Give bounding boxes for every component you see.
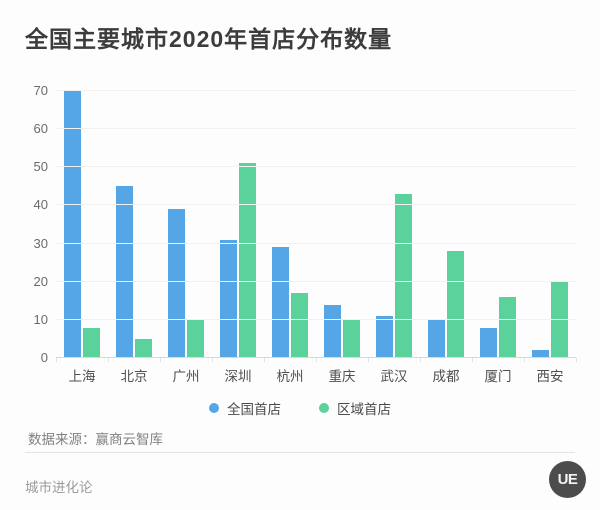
x-axis-tick <box>420 358 421 362</box>
x-axis-label: 重庆 <box>328 369 356 384</box>
bar-series2-cat2 <box>135 338 152 358</box>
bar-series2-cat6 <box>343 319 360 358</box>
x-axis-tick <box>472 358 473 362</box>
bar-series1-cat1 <box>64 91 81 358</box>
y-tick-label: 20 <box>33 273 48 289</box>
x-axis-tick <box>160 358 161 362</box>
bar-group-2 <box>108 91 160 358</box>
gridline <box>56 90 576 91</box>
bar-group-8 <box>420 91 472 358</box>
bar-series1-cat8 <box>428 319 445 358</box>
legend-label: 区域首店 <box>337 402 391 417</box>
bar-group-10 <box>524 91 576 358</box>
bar-series2-cat7 <box>395 194 412 358</box>
bar-group-9 <box>472 91 524 358</box>
bar-series1-cat4 <box>220 239 237 358</box>
legend-item: 区域首店 <box>319 398 391 418</box>
x-axis-label: 厦门 <box>484 369 512 384</box>
x-axis-labels: 上海 北京 广州 深圳 杭州 重庆 武汉 成都 厦门 西安 <box>56 365 576 385</box>
gridline <box>56 166 576 168</box>
chart-legend: 全国首店 区域首店 <box>0 398 600 418</box>
x-axis-label: 深圳 <box>224 369 252 384</box>
x-axis-label: 成都 <box>432 369 460 384</box>
bar-series2-cat10 <box>551 281 568 358</box>
y-tick-label: 30 <box>33 235 48 251</box>
bar-series2-cat4 <box>239 163 256 358</box>
x-axis-label: 广州 <box>172 369 200 384</box>
bar-series2-cat5 <box>291 293 308 358</box>
x-axis-tick <box>108 358 109 362</box>
x-axis-tick <box>316 358 317 362</box>
bar-series2-cat1 <box>83 327 100 358</box>
gridline <box>56 204 576 206</box>
bar-series1-cat7 <box>376 316 393 358</box>
y-tick-label: 40 <box>33 197 48 213</box>
x-axis-tick <box>368 358 369 362</box>
gridline <box>56 128 576 130</box>
bar-chart-plot-area <box>56 90 576 358</box>
legend-item: 全国首店 <box>209 398 281 418</box>
bar-series2-cat3 <box>187 319 204 358</box>
gridline <box>56 318 576 320</box>
bar-series1-cat2 <box>116 186 133 358</box>
footer-divider <box>25 452 575 453</box>
bar-group-7 <box>368 91 420 358</box>
bar-group-4 <box>212 91 264 358</box>
x-axis-label: 武汉 <box>380 369 408 384</box>
bar-series1-cat10 <box>532 350 549 358</box>
gridline <box>56 280 576 282</box>
bar-series1-cat9 <box>480 327 497 358</box>
y-tick-label: 0 <box>40 350 48 365</box>
legend-marker-icon <box>209 403 219 413</box>
bar-series1-cat5 <box>272 247 289 358</box>
x-axis-label: 上海 <box>68 369 96 384</box>
bar-series1-cat3 <box>168 209 185 358</box>
y-tick-label: 60 <box>33 121 48 137</box>
x-axis-tick <box>264 358 265 362</box>
bar-group-3 <box>160 91 212 358</box>
footer-brand-name: 城市进化论 <box>25 480 93 495</box>
bar-group-5 <box>264 91 316 358</box>
x-axis-tick <box>576 358 577 362</box>
legend-label: 全国首店 <box>227 402 281 417</box>
bar-series2-cat8 <box>447 251 464 358</box>
bar-series1-cat6 <box>324 304 341 358</box>
ue-logo-icon: UE <box>549 461 586 498</box>
legend-marker-icon <box>319 403 329 413</box>
x-axis-baseline <box>56 357 576 358</box>
x-axis-tick <box>212 358 213 362</box>
bar-series2-cat9 <box>499 296 516 358</box>
data-source-note: 数据来源：赢商云智库 <box>28 432 163 447</box>
x-axis-tick <box>56 358 57 362</box>
x-axis-label: 杭州 <box>276 369 304 384</box>
x-axis-label: 西安 <box>536 369 564 384</box>
y-tick-label: 50 <box>33 159 48 175</box>
bar-group-6 <box>316 91 368 358</box>
y-tick-label: 70 <box>33 83 48 98</box>
gridline <box>56 242 576 244</box>
bar-groups <box>56 91 576 358</box>
y-tick-label: 10 <box>33 311 48 327</box>
chart-title: 全国主要城市2020年首店分布数量 <box>25 26 393 52</box>
bar-group-1 <box>56 91 108 358</box>
x-axis-label: 北京 <box>120 369 148 384</box>
x-axis-tick <box>524 358 525 362</box>
